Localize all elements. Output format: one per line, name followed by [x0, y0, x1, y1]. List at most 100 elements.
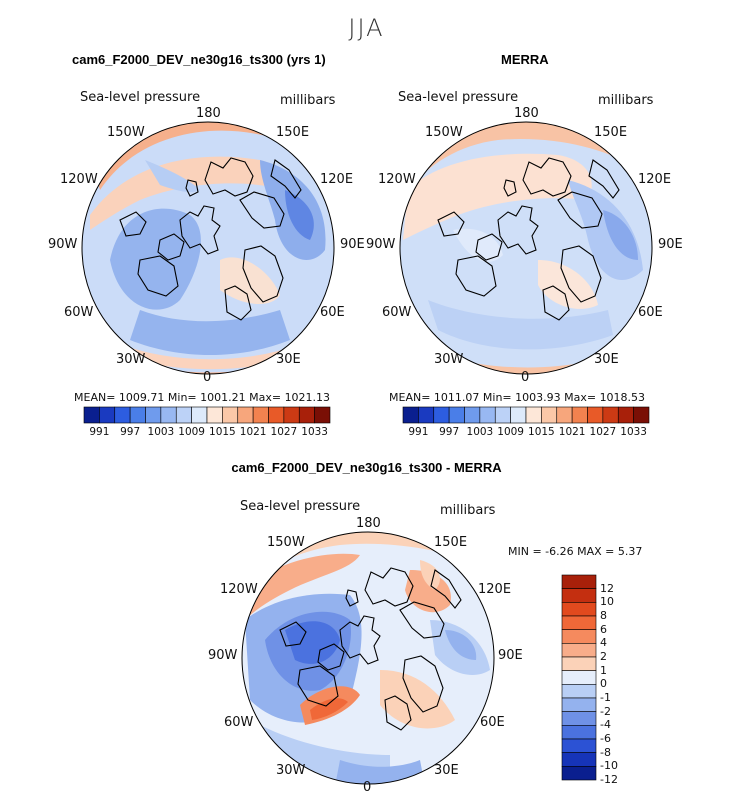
panel3-lon-150e: 150E — [434, 535, 468, 550]
panel1-lon-180: 180 — [196, 106, 221, 121]
panel3-lon-30w: 30W — [276, 763, 306, 778]
panel2-colorbar-tick-label: 1015 — [528, 426, 555, 438]
panel2-lon-180: 180 — [514, 106, 539, 121]
panel1-colorbar-tick-label: 1009 — [178, 426, 205, 438]
panel3-units-label: millibars — [440, 503, 496, 518]
panel2-title: MERRA — [501, 52, 549, 67]
panel1-colorbar-swatch — [237, 406, 254, 424]
panel3-colorbar-swatch — [561, 725, 597, 740]
panel1-colorbar-swatch — [268, 406, 285, 424]
panel3-colorbar-tick-label: 1 — [600, 663, 607, 677]
panel3-colorbar-swatch — [561, 602, 597, 617]
panel2-lon-60e: 60E — [638, 305, 663, 320]
panel3-colorbar-tick-label: 4 — [600, 636, 607, 650]
panel1-stats: MEAN= 1009.71 Min= 1001.21 Max= 1021.13 — [74, 391, 331, 404]
panel1-colorbar-tick-label: 1003 — [147, 426, 175, 438]
panel1-colorbar-swatch — [114, 406, 131, 424]
panel3-colorbar-ticks: 12 10 8 6 4 2 1 0 -1 -2 -4 -6 -8 -10 -12 — [597, 575, 637, 786]
panel2-colorbar-swatch — [556, 406, 573, 424]
panel3-polar-map — [241, 531, 495, 785]
panel1-lon-0: 0 — [203, 370, 212, 385]
season-title: JJA — [348, 14, 385, 42]
panel1-polar-map — [81, 121, 335, 375]
panel1-lon-120w: 120W — [60, 172, 98, 187]
panel3-colorbar-tick-label: 6 — [600, 622, 607, 636]
panel3-colorbar-tick-label: 8 — [600, 609, 607, 622]
panel2-variable-label: Sea-level pressure — [398, 90, 519, 105]
panel2-stats: MEAN= 1011.07 Min= 1003.93 Max= 1018.53 — [389, 391, 646, 404]
panel1-lon-60w: 60W — [64, 305, 94, 320]
panel2-polar-map — [399, 121, 653, 375]
panel2-colorbar-ticks: 991 997 1003 1009 1015 1021 1027 1033 — [403, 426, 649, 440]
panel2-colorbar-swatch — [587, 406, 604, 424]
panel1-variable-label: Sea-level pressure — [80, 90, 201, 105]
panel3-colorbar-swatch — [561, 588, 597, 603]
panel3-colorbar-tick-label: 10 — [600, 595, 614, 609]
panel2-colorbar-swatch — [525, 406, 542, 424]
panel1-colorbar-ticks: 991 997 1003 1009 1015 1021 1027 1033 — [84, 426, 330, 440]
panel1-colorbar-swatch — [160, 406, 177, 424]
panel1-lon-90w: 90W — [48, 237, 78, 252]
panel1-lon-120e: 120E — [320, 172, 354, 187]
panel3-colorbar-tick-label: -10 — [600, 759, 618, 773]
panel1-colorbar-tick-label: 997 — [120, 426, 141, 438]
panel2-colorbar-swatch — [602, 406, 619, 424]
panel2-colorbar-swatch — [571, 406, 588, 424]
panel3-colorbar-tick-label: -1 — [600, 691, 611, 704]
panel2-lon-90w: 90W — [366, 237, 396, 252]
panel2-lon-60w: 60W — [382, 305, 412, 320]
panel2-colorbar-tick-label: 1027 — [589, 426, 617, 438]
panel3-lon-180: 180 — [356, 516, 381, 531]
panel3-colorbar-swatch — [561, 711, 597, 726]
panel3-colorbar-tick-label: 12 — [600, 581, 614, 595]
panel1-colorbar-swatch — [145, 406, 162, 424]
panel3-colorbar-tick-label: -4 — [600, 718, 611, 732]
panel2-colorbar-tick-label: 997 — [439, 426, 460, 438]
panel3-colorbar-swatch — [561, 738, 597, 753]
panel3-colorbar-tick-label: -8 — [600, 745, 611, 759]
panel1-title: cam6_F2000_DEV_ne30g16_ts300 (yrs 1) — [72, 52, 326, 67]
panel2-colorbar-tick-label: 1033 — [620, 426, 647, 438]
panel2-colorbar-swatch — [541, 406, 558, 424]
panel2-colorbar-tick-label: 1021 — [558, 426, 586, 438]
panel2-colorbar-swatch — [448, 406, 465, 424]
panel1-colorbar-swatch — [298, 406, 315, 424]
panel3-lon-60w: 60W — [224, 715, 254, 730]
panel3-colorbar-swatch — [561, 697, 597, 712]
panel1-colorbar-swatch — [283, 406, 300, 424]
panel3-lon-90e: 90E — [498, 648, 523, 663]
panel1-lon-150w: 150W — [107, 125, 145, 140]
panel3-colorbar-tick-label: -2 — [600, 704, 611, 718]
panel1-colorbar-swatch — [222, 406, 239, 424]
panel2-colorbar-swatch — [464, 406, 481, 424]
panel3-lon-150w: 150W — [267, 535, 305, 550]
panel1-lon-30w: 30W — [116, 352, 146, 367]
panel2-colorbar-swatch — [633, 406, 650, 424]
panel2-colorbar-tick-label: 991 — [408, 426, 429, 438]
panel2-lon-150e: 150E — [594, 125, 628, 140]
panel1-colorbar-tick-label: 1027 — [270, 426, 298, 438]
panel3-stats: MIN = -6.26 MAX = 5.37 — [508, 545, 643, 558]
panel2-colorbar-swatch — [402, 406, 419, 424]
panel1-lon-30e: 30E — [276, 352, 301, 367]
panel3-colorbar-tick-label: 0 — [600, 677, 607, 691]
panel2-lon-0: 0 — [521, 370, 530, 385]
panel1-colorbar-swatch — [99, 406, 116, 424]
panel1-colorbar-swatch — [129, 406, 146, 424]
panel1-colorbar-swatch — [191, 406, 208, 424]
panel3-lon-60e: 60E — [480, 715, 505, 730]
panel3-lon-90w: 90W — [208, 648, 238, 663]
panel2-colorbar-swatch — [510, 406, 527, 424]
panel2-colorbar-tick-label: 1009 — [497, 426, 524, 438]
panel3-colorbar-swatch — [561, 752, 597, 767]
panel1-lon-150e: 150E — [276, 125, 310, 140]
panel3-lon-30e: 30E — [434, 763, 459, 778]
panel1-colorbar-swatch — [83, 406, 100, 424]
panel1-colorbar-swatch — [175, 406, 192, 424]
panel3-colorbar-swatch — [561, 656, 597, 671]
panel2-colorbar — [402, 406, 650, 424]
panel1-colorbar-tick-label: 1033 — [301, 426, 328, 438]
panel2-lon-150w: 150W — [425, 125, 463, 140]
panel2-colorbar-swatch — [418, 406, 435, 424]
panel1-colorbar-tick-label: 991 — [89, 426, 110, 438]
